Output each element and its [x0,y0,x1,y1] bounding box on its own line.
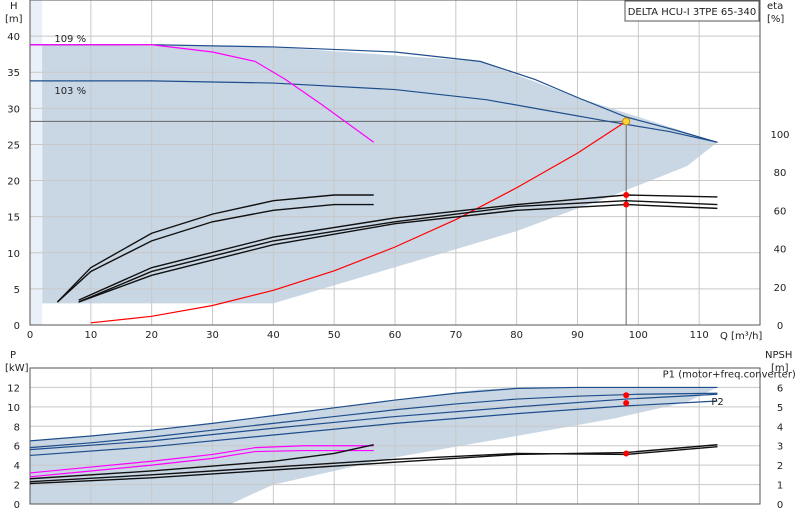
y-tick-label-right: 3 [777,442,783,453]
x-tick-label: 30 [206,330,219,341]
head-efficiency-panel: 0 10 20 30 40 50 60 70 80 90 100 110 0 5 10 15 20 25 30 35 4… [5,0,790,342]
y-tick-label-left: 0 [14,500,20,511]
y-tick-label-left: 12 [7,383,20,394]
series-line-eta-A [56,194,374,303]
x-tick-label: 50 [328,330,341,341]
y-tick-label-right: 0 [777,500,783,511]
series-line-system-curve [90,120,627,324]
series-line-eta-B [56,203,374,303]
y-axis-unit-right: [%] [767,14,784,25]
series-line-P-magenta-1 [29,445,374,474]
y-tick-label-right: 4 [777,422,783,433]
y-axis-label-right: eta [767,1,783,12]
y-tick-label-left: 25 [7,140,20,151]
y-axis-label-left: H [10,1,18,12]
y-tick-label-left: 8 [14,422,20,433]
low-flow-band [30,0,43,325]
y-tick-label-right: 2 [777,461,783,472]
y-tick-label-left: 0 [14,321,20,332]
x-tick-label: 40 [267,330,280,341]
duty-marker [623,192,630,198]
x-tick-label: 100 [629,330,648,341]
y-axis-unit-left: [m] [5,14,23,25]
series-line-H-max-109 [30,44,718,143]
y-axis-label-right: NPSH [765,350,792,361]
duty-marker [623,450,630,457]
y-tick-label-left: 5 [14,285,20,296]
x-tick-label: 20 [145,330,158,341]
y-tick-label-left: 15 [7,213,20,224]
y-axis-label-left: P [10,350,16,361]
y-tick-label-left: 35 [7,68,20,79]
x-tick-label: 0 [27,330,33,341]
y-tick-label-left: 6 [14,442,20,453]
y-tick-label-left: 30 [7,104,20,115]
y-axis-unit-right: [m] [771,363,789,374]
x-tick-label: 80 [510,330,523,341]
duty-point [622,117,631,126]
duty-marker [623,201,630,208]
operating-area [30,0,718,304]
y-tick-label-right: 20 [774,283,787,294]
y-axis-unit-left: [kW] [5,363,29,374]
y-tick-label-left: 20 [7,177,20,188]
y-tick-label-left: 40 [7,32,20,43]
duty-marker [623,392,630,399]
title-box [624,0,760,22]
y-tick-label-right: 40 [774,245,787,256]
curve-annotation: 109 % [54,34,86,45]
y-tick-label-left: 10 [7,249,20,260]
x-tick-label: 70 [449,330,462,341]
series-line-H-magenta [30,44,375,143]
y-tick-label-right: 6 [777,383,783,394]
y-tick-label-right: 60 [774,206,787,217]
series-line-NPSH-A [29,444,374,480]
y-tick-label-right: 80 [774,168,787,179]
x-tick-label: 10 [84,330,97,341]
x-tick-label: 60 [389,330,402,341]
y-tick-label-right: 5 [777,403,783,414]
series-line-H-103 [30,80,718,143]
curve-annotation: 103 % [54,86,86,97]
series-line-P-magenta-2 [29,449,374,478]
series-line-eta-D [78,200,718,303]
duty-marker [623,399,630,406]
x-axis-label: Q [m³/h] [720,331,762,342]
plot-frame [29,367,761,505]
y-tick-label-left: 2 [14,481,20,492]
y-tick-label-right: 0 [777,321,783,332]
y-tick-label-right: 100 [770,130,789,141]
plot-frame [29,0,761,326]
curve-label: P1 (motor+freq.converter) [663,370,796,381]
y-tick-label-right: 1 [777,481,783,492]
x-tick-label: 90 [571,330,584,341]
chart-title: DELTA HCU-I 3TPE 65-340 [628,7,757,18]
curve-label: P2 [711,397,723,408]
x-tick-label: 110 [690,330,709,341]
y-tick-label-left: 4 [14,461,20,472]
series-line-P2-max [29,392,718,449]
series-line-P1-op [29,393,718,451]
y-tick-label-left: 10 [7,403,20,414]
series-line-P1-max [29,386,718,442]
